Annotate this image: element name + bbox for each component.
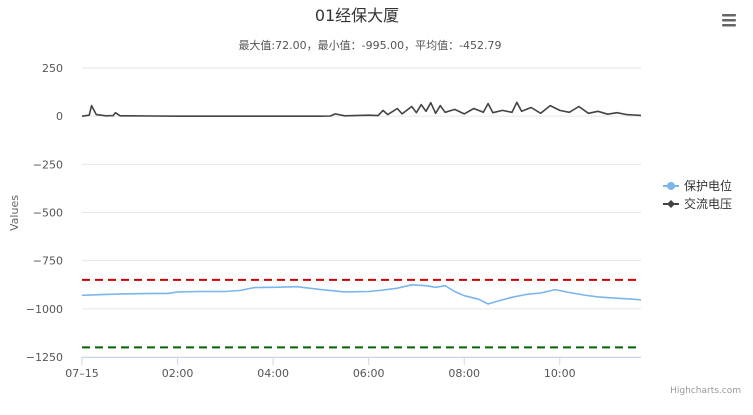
series-area <box>81 101 642 305</box>
y-tick-label: 0 <box>56 110 63 123</box>
x-tick-label: 04:00 <box>257 367 289 380</box>
series-line-ac-voltage[interactable] <box>81 101 642 117</box>
x-tick-label: 08:00 <box>448 367 480 380</box>
y-axis-title: Values <box>8 195 21 231</box>
y-axis: 250 0 −250 −500 −750 −1000 −1250 <box>26 62 63 364</box>
x-tick-label: 06:00 <box>353 367 385 380</box>
x-tick-label: 02:00 <box>162 367 194 380</box>
legend-item-ac-voltage[interactable]: 交流电压 <box>663 196 732 211</box>
y-tick-label: 250 <box>42 62 63 75</box>
y-tick-label: −750 <box>33 255 63 268</box>
x-tick-label: 07–15 <box>65 367 99 380</box>
legend-label-ac-voltage: 交流电压 <box>684 196 732 211</box>
grid-lines <box>82 67 641 358</box>
legend-item-protect-potential[interactable]: 保护电位 <box>663 178 732 193</box>
legend-marker-circle-icon <box>667 182 675 190</box>
y-tick-label: −500 <box>33 207 63 220</box>
hamburger-menu-icon[interactable] <box>721 12 737 28</box>
y-tick-label: −250 <box>33 158 63 171</box>
legend-label-protect-potential: 保护电位 <box>684 178 732 193</box>
credits-link[interactable]: Highcharts.com <box>670 386 741 396</box>
y-tick-label: −1000 <box>26 303 63 316</box>
chart-title: 01经保大厦 <box>315 6 399 25</box>
series-line-protect-potential[interactable] <box>81 283 642 305</box>
x-axis: 07–15 02:00 04:00 06:00 08:00 10:00 <box>65 357 641 380</box>
chart-subtitle: 最大值:72.00，最小值：-995.00，平均值：-452.79 <box>238 38 501 52</box>
legend: 保护电位 交流电压 <box>663 178 732 211</box>
y-tick-label: −1250 <box>26 351 63 364</box>
legend-marker-diamond-icon <box>667 200 675 208</box>
x-tick-label: 10:00 <box>544 367 576 380</box>
plot-lines <box>82 278 641 349</box>
